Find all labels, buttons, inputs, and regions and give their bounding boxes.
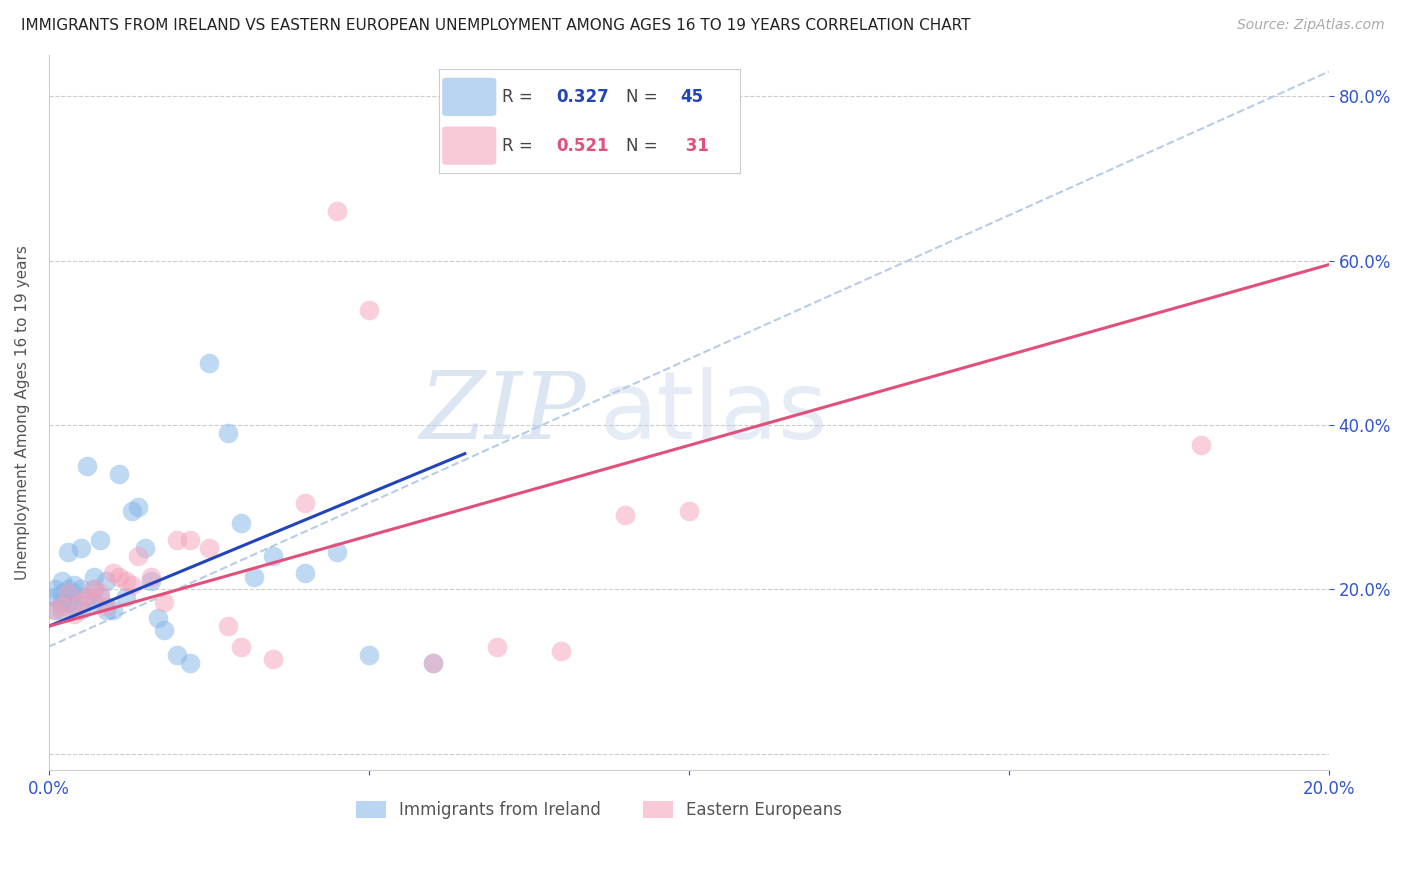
Point — [76, 591, 98, 605]
Point — [96, 599, 118, 613]
Point — [613, 508, 636, 523]
Point — [76, 591, 98, 605]
Point — [44, 591, 66, 605]
Point — [294, 566, 316, 580]
Point — [357, 648, 380, 662]
Legend: Immigrants from Ireland, Eastern Europeans: Immigrants from Ireland, Eastern Europea… — [350, 795, 849, 826]
Point — [108, 467, 131, 482]
Point — [89, 533, 111, 547]
Point — [114, 574, 136, 588]
Point — [262, 652, 284, 666]
Point — [262, 549, 284, 564]
Point — [153, 624, 176, 638]
Point — [101, 603, 124, 617]
Point — [326, 204, 349, 219]
Point — [56, 545, 79, 559]
Point — [63, 607, 86, 621]
Point — [56, 582, 79, 597]
Point — [141, 574, 163, 588]
Point — [197, 541, 219, 556]
Point — [127, 500, 149, 514]
Point — [83, 594, 105, 608]
Point — [89, 586, 111, 600]
Point — [96, 574, 118, 588]
Point — [69, 594, 91, 608]
Point — [153, 594, 176, 608]
Point — [83, 582, 105, 597]
Point — [89, 591, 111, 605]
Point — [51, 586, 73, 600]
Point — [101, 566, 124, 580]
Point — [121, 578, 143, 592]
Point — [146, 611, 169, 625]
Point — [56, 594, 79, 608]
Point — [242, 570, 264, 584]
Point — [83, 582, 105, 597]
Point — [357, 302, 380, 317]
Point — [326, 545, 349, 559]
Point — [166, 533, 188, 547]
Point — [69, 603, 91, 617]
Point — [63, 586, 86, 600]
Point — [83, 570, 105, 584]
Point — [44, 603, 66, 617]
Point — [217, 426, 239, 441]
Point — [229, 640, 252, 654]
Point — [141, 570, 163, 584]
Point — [96, 603, 118, 617]
Point — [76, 458, 98, 473]
Point — [114, 591, 136, 605]
Point — [63, 578, 86, 592]
Point — [217, 619, 239, 633]
Point — [485, 640, 508, 654]
Point — [179, 656, 201, 670]
Point — [179, 533, 201, 547]
Point — [51, 594, 73, 608]
Text: ZIP: ZIP — [420, 368, 586, 458]
Point — [229, 516, 252, 531]
Point — [127, 549, 149, 564]
Text: atlas: atlas — [599, 367, 827, 458]
Point — [294, 496, 316, 510]
Point — [69, 541, 91, 556]
Point — [121, 504, 143, 518]
Point — [422, 656, 444, 670]
Point — [197, 356, 219, 370]
Point — [51, 599, 73, 613]
Point — [51, 603, 73, 617]
Point — [678, 504, 700, 518]
Point — [51, 574, 73, 588]
Y-axis label: Unemployment Among Ages 16 to 19 years: Unemployment Among Ages 16 to 19 years — [15, 245, 30, 580]
Point — [44, 582, 66, 597]
Point — [550, 644, 572, 658]
Point — [56, 586, 79, 600]
Point — [63, 599, 86, 613]
Point — [69, 582, 91, 597]
Point — [422, 656, 444, 670]
Text: Source: ZipAtlas.com: Source: ZipAtlas.com — [1237, 18, 1385, 32]
Point — [108, 570, 131, 584]
Point — [166, 648, 188, 662]
Point — [44, 603, 66, 617]
Text: IMMIGRANTS FROM IRELAND VS EASTERN EUROPEAN UNEMPLOYMENT AMONG AGES 16 TO 19 YEA: IMMIGRANTS FROM IRELAND VS EASTERN EUROP… — [21, 18, 970, 33]
Point — [1189, 438, 1212, 452]
Point — [134, 541, 156, 556]
